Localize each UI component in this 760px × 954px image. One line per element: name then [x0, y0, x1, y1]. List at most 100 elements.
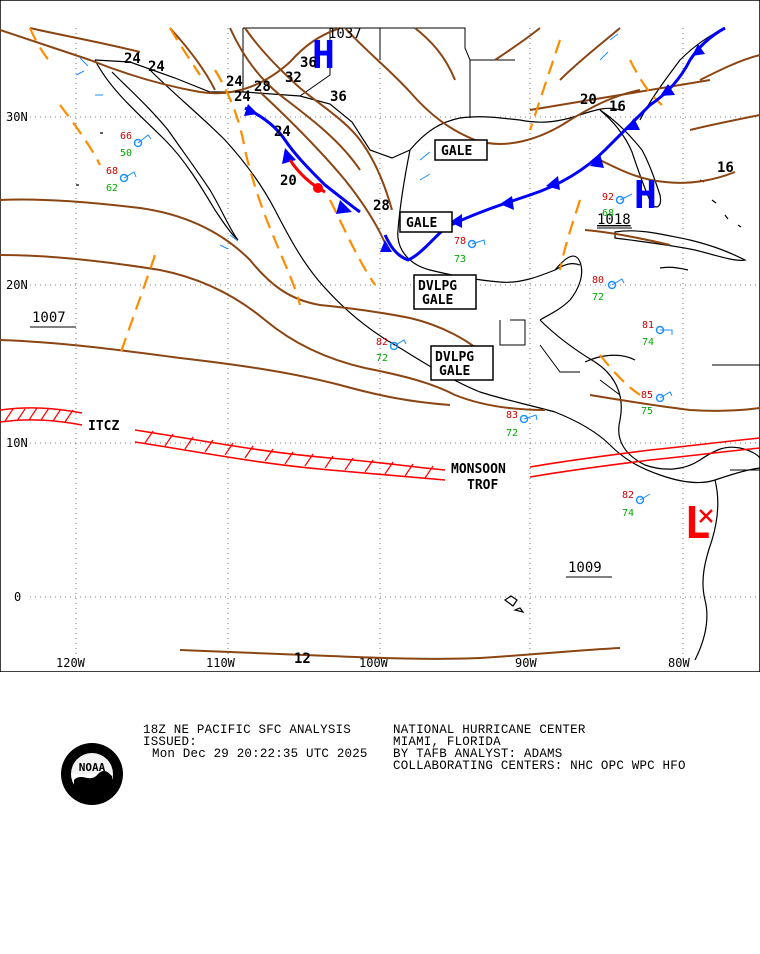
- high-value-1: 1037: [328, 26, 362, 42]
- high-symbol-1: H: [312, 33, 335, 77]
- warning-box-3: DVLPG GALE: [413, 274, 477, 310]
- isobar-label: 24: [274, 124, 291, 140]
- low-pressure-center: L: [684, 498, 713, 549]
- high-pressure-center-1: H 1037: [312, 26, 362, 77]
- station-5: 85 75: [641, 390, 665, 417]
- noaa-logo-text: NOAA: [79, 761, 106, 774]
- station-1-temp: 66: [120, 131, 132, 142]
- isobar-label: 32: [285, 70, 302, 86]
- isobar-label: 36: [300, 55, 317, 71]
- lon-label-80w: 80W: [668, 656, 690, 670]
- station-5-dew: 75: [641, 406, 653, 417]
- lon-label-100w: 100W: [359, 656, 389, 670]
- lat-label-10n: 10N: [6, 436, 28, 450]
- warning-box-3-line1: DVLPG: [418, 279, 457, 294]
- lat-label-0: 0: [14, 590, 21, 604]
- cold-fronts: [244, 26, 726, 262]
- warning-box-4: DVLPG GALE: [430, 345, 494, 381]
- isobar-labels: 24 24 24 24 28 32 36 36 20 28 24 20 16 1…: [124, 51, 734, 667]
- low-symbol: L: [684, 498, 711, 549]
- isobar-label: 24: [124, 51, 141, 67]
- high-pressure-center-2: H 1018: [597, 173, 657, 229]
- isobar-label: 24: [226, 74, 243, 90]
- analyst-line: BY TAFB ANALYST: ADAMS: [393, 747, 563, 761]
- station-6-dew: 74: [642, 337, 654, 348]
- product-footer: NOAA 18Z NE PACIFIC SFC ANALYSIS ISSUED:…: [0, 672, 760, 954]
- station-10-temp: 80: [592, 275, 604, 286]
- station-3: 82 72: [376, 337, 399, 364]
- issued-time: Mon Dec 29 20:22:35 UTC 2025: [152, 747, 368, 761]
- isobar-label: 20: [580, 92, 597, 108]
- isobar-label: 24: [148, 59, 165, 75]
- longitude-labels: 120W 110W 100W 90W 80W: [56, 656, 690, 670]
- station-7-temp: 82: [622, 490, 634, 501]
- station-7-dew: 74: [622, 508, 634, 519]
- feature-labels: ITCZ MONSOON TROF: [84, 414, 529, 494]
- itcz: [0, 407, 760, 481]
- borders: [242, 27, 760, 471]
- monsoon-label-2: TROF: [467, 478, 498, 493]
- lat-label-30n: 30N: [6, 110, 28, 124]
- isobar-label: 24: [234, 89, 251, 105]
- warning-box-1: GALE: [434, 139, 488, 161]
- warning-box-1-line1: GALE: [441, 144, 472, 159]
- pressure-value-1: 1007: [32, 310, 66, 326]
- graticule: [30, 28, 760, 655]
- high-symbol-2: H: [634, 173, 657, 217]
- lon-label-90w: 90W: [515, 656, 537, 670]
- analysis-title: 18Z NE PACIFIC SFC ANALYSIS: [143, 723, 351, 737]
- station-8: 78 73: [454, 236, 477, 265]
- lon-label-110w: 110W: [206, 656, 236, 670]
- warning-box-4-line2: GALE: [439, 364, 470, 379]
- station-9-dew: 68: [602, 208, 614, 219]
- troughs: [28, 27, 663, 396]
- station-4-dew: 72: [506, 428, 518, 439]
- station-10-dew: 72: [592, 292, 604, 303]
- station-4: 83 72: [506, 410, 529, 439]
- isobar-label: 20: [280, 173, 297, 189]
- lat-label-20n: 20N: [6, 278, 28, 292]
- isobar-label: 28: [373, 198, 390, 214]
- latitude-labels: 30N 20N 10N 0: [6, 110, 28, 604]
- pressure-centers: H 1037 H 1018 L 1007 1009: [30, 26, 713, 578]
- isobar-label: 12: [294, 651, 311, 667]
- pressure-value-2: 1009: [568, 560, 602, 576]
- station-6-temp: 81: [642, 320, 654, 331]
- monsoon-label-1: MONSOON: [451, 462, 506, 477]
- station-2-dew: 62: [106, 183, 118, 194]
- station-2: 68 62: [106, 166, 129, 194]
- isobar-label: 36: [330, 89, 347, 105]
- station-1-dew: 50: [120, 148, 132, 159]
- warning-boxes: GALE GALE DVLPG GALE DVLPG GALE: [399, 139, 494, 381]
- station-observations: 66 50 68 62 82 72 83 72 85 75 81 74: [75, 33, 673, 519]
- noaa-logo-icon: NOAA: [61, 743, 123, 805]
- pressure-value-1007: 1007: [30, 310, 76, 328]
- pressure-value-1009: 1009: [566, 560, 612, 578]
- isobars: [0, 27, 760, 660]
- high-value-2: 1018: [597, 212, 631, 228]
- warning-box-3-line2: GALE: [422, 293, 453, 308]
- isobar-label: 16: [717, 160, 734, 176]
- station-2-temp: 68: [106, 166, 118, 177]
- noaa-logo: NOAA: [60, 742, 124, 806]
- center-location: MIAMI, FLORIDA: [393, 735, 501, 749]
- center-name: NATIONAL HURRICANE CENTER: [393, 723, 586, 737]
- station-1: 66 50: [120, 131, 143, 159]
- warning-box-4-line1: DVLPG: [435, 350, 474, 365]
- station-9: 92 68: [602, 192, 625, 219]
- station-9-temp: 92: [602, 192, 614, 203]
- warning-box-2-line1: GALE: [406, 216, 437, 231]
- station-3-temp: 82: [376, 337, 388, 348]
- warning-box-2: GALE: [399, 211, 453, 233]
- collaborating-centers: COLLABORATING CENTERS: NHC OPC WPC HFO: [393, 759, 686, 773]
- lon-label-120w: 120W: [56, 656, 86, 670]
- isobar-label: 16: [609, 99, 626, 115]
- surface-analysis-map: 30N 20N 10N 0 120W 110W 100W 90W 80W: [0, 0, 760, 672]
- station-3-dew: 72: [376, 353, 388, 364]
- station-5-temp: 85: [641, 390, 653, 401]
- station-7: 82 74: [622, 490, 645, 519]
- station-8-dew: 73: [454, 254, 466, 265]
- issued-label: ISSUED:: [143, 735, 197, 749]
- station-4-temp: 83: [506, 410, 518, 421]
- station-8-temp: 78: [454, 236, 466, 247]
